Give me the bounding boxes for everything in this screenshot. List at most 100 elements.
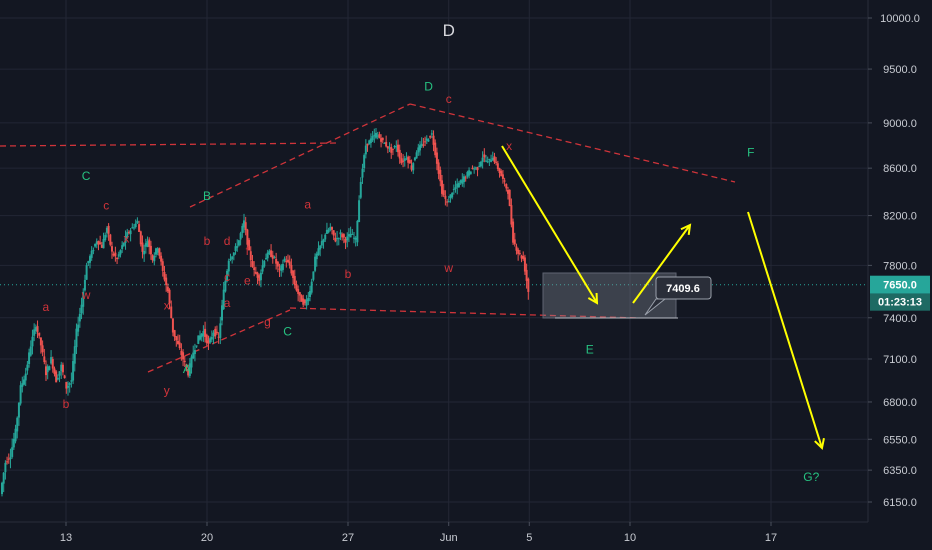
candle	[197, 335, 200, 345]
candle	[36, 320, 39, 338]
candle	[160, 252, 163, 266]
candle	[464, 175, 467, 182]
candle	[329, 223, 332, 232]
trendlines	[0, 103, 868, 373]
candle	[192, 345, 195, 360]
candle	[303, 299, 306, 306]
current-price-badge[interactable]: 7650.0	[870, 275, 930, 294]
candle	[85, 262, 88, 280]
candle	[285, 255, 288, 268]
candle	[149, 240, 152, 260]
candle	[58, 371, 61, 383]
candle	[385, 135, 388, 148]
wave-label: D	[424, 79, 433, 93]
candle	[133, 223, 135, 231]
wave-label: x	[506, 139, 512, 153]
time-tick-label: 27	[342, 532, 354, 544]
candle	[356, 219, 359, 247]
candle	[366, 143, 369, 152]
candle	[43, 348, 46, 365]
candle	[41, 340, 44, 357]
projection-arrows	[501, 145, 825, 450]
candle	[23, 375, 25, 386]
candle	[518, 250, 521, 256]
candle	[287, 254, 289, 264]
candle	[60, 361, 63, 379]
candle	[94, 243, 97, 248]
candle	[215, 325, 218, 335]
candle	[501, 169, 504, 184]
countdown-label: 01:23:13	[878, 297, 922, 309]
wave-label: c	[224, 270, 230, 284]
candle	[520, 254, 523, 263]
time-tick-label: 13	[60, 532, 72, 544]
candle	[19, 381, 22, 406]
candle	[109, 233, 112, 247]
candle	[138, 220, 141, 232]
candle	[405, 152, 408, 161]
candle	[395, 140, 398, 152]
candle	[239, 231, 242, 246]
candle	[151, 254, 154, 263]
candle	[31, 329, 34, 355]
candle	[471, 165, 474, 170]
candle	[204, 321, 207, 343]
candle	[517, 247, 520, 261]
candle	[161, 258, 164, 277]
candle	[456, 178, 459, 195]
candle	[344, 236, 347, 250]
wave-label: f	[246, 244, 250, 258]
candle	[275, 252, 278, 270]
target-box[interactable]: 7409.6	[542, 272, 712, 319]
price-tag[interactable]: 7409.6	[644, 276, 712, 316]
price-axis[interactable]: 6150.0 6350.0 6550.0 6800.0 7100.0 7400.0 7800…	[867, 0, 932, 550]
candle	[527, 277, 530, 300]
candle	[508, 189, 511, 207]
candle	[77, 316, 80, 337]
candle	[99, 235, 102, 245]
candle	[217, 332, 220, 344]
candle	[114, 246, 117, 262]
wave-label: w	[81, 288, 91, 302]
candle	[171, 318, 174, 337]
candle	[324, 233, 327, 242]
candle	[449, 194, 452, 203]
candle	[124, 230, 127, 250]
candle	[97, 240, 100, 251]
candle	[498, 167, 501, 178]
candle	[190, 354, 193, 374]
candle	[263, 260, 266, 268]
candle	[183, 356, 186, 368]
candle	[209, 336, 212, 344]
candle	[513, 232, 516, 247]
candle	[173, 329, 176, 341]
trendline-base	[289, 307, 641, 319]
target-zone[interactable]	[542, 272, 677, 319]
candle	[107, 223, 110, 241]
candle	[112, 251, 115, 257]
wave-label: G?	[803, 470, 819, 484]
candle	[397, 139, 399, 157]
trendline-descending	[409, 103, 736, 183]
candle	[522, 251, 525, 261]
candle	[417, 143, 420, 156]
candle	[148, 237, 151, 255]
candle	[46, 364, 49, 380]
candle	[50, 350, 53, 365]
price-tick-label: 6550.0	[883, 434, 917, 446]
time-axis[interactable]: 13 20 27 Jun 5 10 17	[0, 521, 932, 550]
candle	[383, 142, 386, 144]
candle	[89, 254, 91, 269]
candle	[295, 280, 298, 292]
candle	[446, 198, 449, 207]
time-tick-label: 17	[765, 532, 777, 544]
candle	[45, 360, 47, 382]
candle	[170, 300, 173, 319]
candle	[369, 133, 372, 148]
candle	[298, 291, 301, 303]
candle	[237, 239, 240, 247]
trendline-lower	[147, 309, 291, 373]
candle	[165, 274, 168, 292]
candle	[70, 372, 73, 388]
